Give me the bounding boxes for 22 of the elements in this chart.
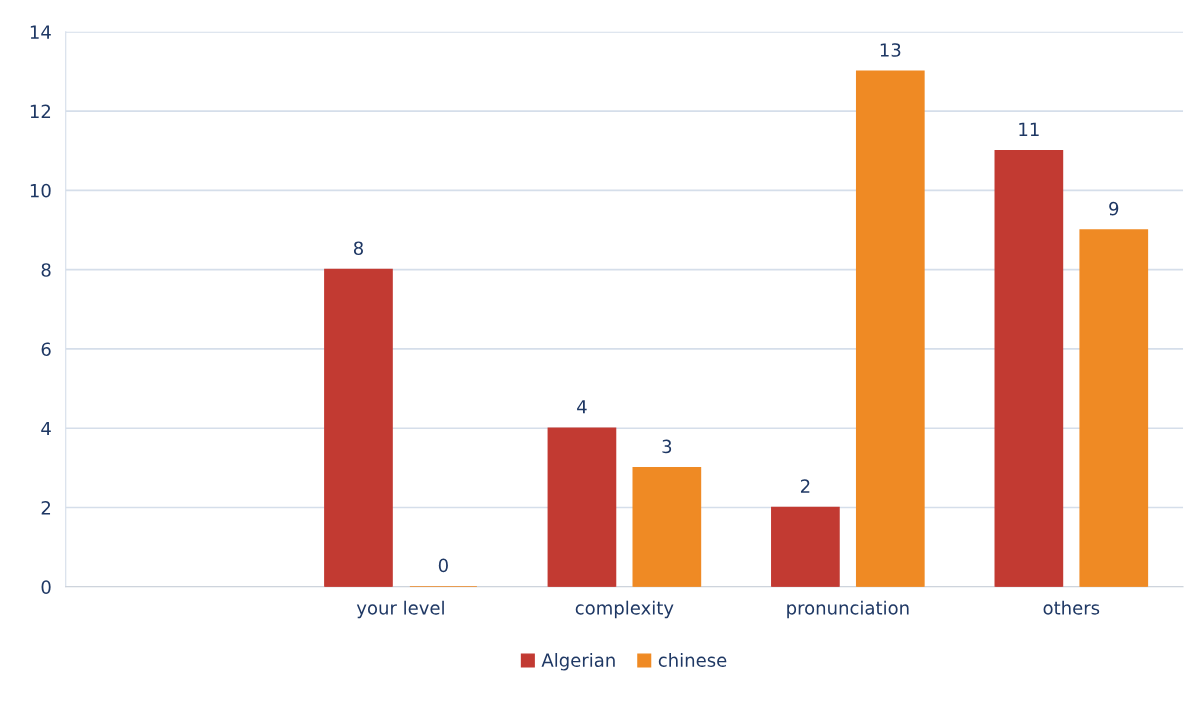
data-label: 8 xyxy=(353,241,363,256)
y-tick-label: 0 xyxy=(41,580,51,594)
y-tick-label: 10 xyxy=(30,183,51,198)
y-tick-label: 4 xyxy=(41,421,51,436)
y-tick-label: 12 xyxy=(30,104,51,118)
x-tick-label: others xyxy=(1043,600,1100,615)
y-tick-label: 2 xyxy=(41,500,51,515)
legend-label: Algerian xyxy=(541,653,615,671)
data-label: 9 xyxy=(1109,201,1119,216)
y-tick-label: 8 xyxy=(41,263,51,277)
x-tick-label: complexity xyxy=(575,600,674,619)
data-label: 2 xyxy=(800,479,810,493)
y-tick-label: 6 xyxy=(41,342,51,357)
data-label: 13 xyxy=(880,43,901,57)
data-label: 4 xyxy=(577,400,587,414)
x-tick-label: pronunciation xyxy=(787,600,909,619)
y-tick-label: 14 xyxy=(30,25,51,39)
x-tick-label: your level xyxy=(356,600,444,619)
legend-label: chinese xyxy=(658,653,727,667)
data-label: 0 xyxy=(438,558,448,573)
data-label: 11 xyxy=(1019,122,1039,136)
data-label: 3 xyxy=(662,439,672,454)
